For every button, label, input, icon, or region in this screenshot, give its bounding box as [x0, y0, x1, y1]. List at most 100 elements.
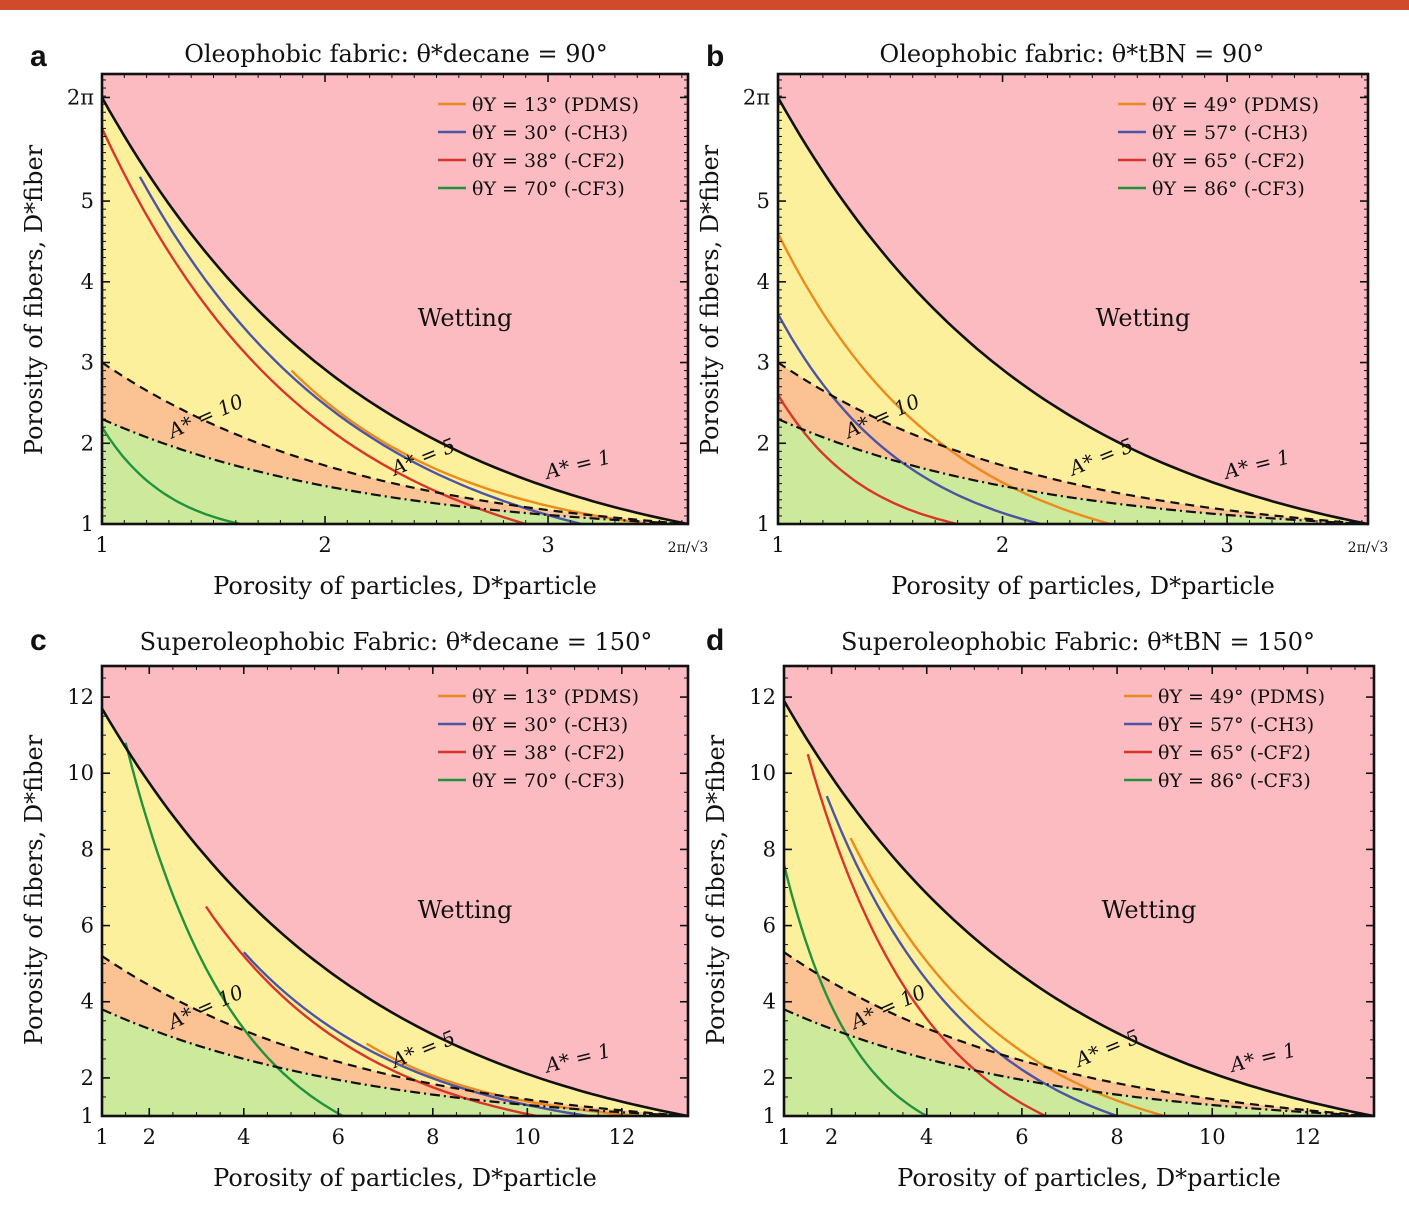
- y-tick-label: 2: [763, 1066, 776, 1090]
- boundary-dash-dot: [783, 1008, 1375, 1118]
- boundary-solid: [776, 96, 1369, 526]
- y-tick-label: 2: [81, 1066, 94, 1090]
- legend-entry: θY = 49° (PDMS): [1152, 94, 1319, 116]
- boundary-dash-dot: [101, 417, 689, 526]
- x-tick-label: 10: [1199, 1125, 1226, 1149]
- panel-letter: a: [30, 40, 47, 73]
- x-tick-label: 3: [1220, 533, 1233, 557]
- wetting-label: Wetting: [418, 304, 513, 332]
- x-tick-label: 2: [825, 1125, 838, 1149]
- y-tick-label: 2π: [67, 85, 94, 109]
- curve-ch3: [825, 795, 1118, 1118]
- x-tick-label: 1: [777, 1125, 790, 1149]
- y-tick-label: 8: [81, 837, 94, 861]
- y-axis-label: Porosity of fibers, D*fiber: [20, 144, 48, 455]
- legend-entry: θY = 86° (-CF3): [1152, 178, 1305, 200]
- legend-entry: θY = 86° (-CF3): [1158, 770, 1311, 792]
- plot-frame: [100, 72, 690, 526]
- x-tick-label: 6: [1015, 1125, 1028, 1149]
- panel-title: Superoleophobic Fabric: θ*decane = 150°: [140, 628, 653, 656]
- region-below-a10: [784, 1009, 1374, 1116]
- legend-entry: θY = 38° (-CF2): [472, 150, 625, 172]
- y-axis-label: Porosity of fibers, D*fiber: [696, 144, 724, 455]
- legend-entry: θY = 13° (PDMS): [472, 686, 639, 708]
- legend-entry: θY = 65° (-CF2): [1158, 742, 1311, 764]
- y-tick-label: 2: [81, 431, 94, 455]
- boundary-solid: [100, 707, 689, 1118]
- y-tick-label: 5: [757, 189, 770, 213]
- y-tick-label: 10: [749, 761, 776, 785]
- y-tick-label: 1: [81, 512, 94, 536]
- y-axis-label: Porosity of fibers, D*fiber: [702, 734, 730, 1045]
- plot-frame: [100, 664, 690, 1118]
- y-tick-label: 6: [763, 914, 776, 938]
- x-tick-label: 1: [95, 533, 108, 557]
- y-tick-label: 1: [757, 512, 770, 536]
- legend-entry: θY = 30° (-CH3): [472, 122, 628, 144]
- curve-cf2: [100, 127, 527, 526]
- x-tick-label: 4: [237, 1125, 250, 1149]
- legend-entry: θY = 70° (-CF3): [472, 770, 625, 792]
- y-tick-label: 6: [81, 914, 94, 938]
- y-tick-label: 4: [81, 990, 94, 1014]
- plot-frame: [776, 72, 1370, 526]
- x-tick-label: 6: [332, 1125, 345, 1149]
- panel-letter: b: [706, 40, 724, 73]
- y-tick-label: 10: [67, 761, 94, 785]
- y-tick-label: 4: [757, 270, 770, 294]
- curve-cf2: [205, 905, 538, 1118]
- region-a1-a5: [102, 708, 688, 1116]
- y-tick-label: 2π: [743, 85, 770, 109]
- legend-entry: θY = 13° (PDMS): [472, 94, 639, 116]
- x-axis-label: Porosity of particles, D*particle: [891, 572, 1275, 600]
- legend-entry: θY = 49° (PDMS): [1158, 686, 1325, 708]
- boundary-dash-dot: [101, 1008, 689, 1118]
- region-below-a10: [102, 419, 688, 524]
- region-a1-a5: [778, 97, 1368, 524]
- legend-entry: θY = 65° (-CF2): [1152, 150, 1305, 172]
- curve-ch3: [776, 313, 1041, 526]
- curve-ch3: [138, 176, 582, 526]
- region-a1-a5: [102, 97, 688, 524]
- panel-letter: d: [706, 624, 724, 657]
- x-tick-label: 2: [996, 533, 1009, 557]
- boundary-solid: [782, 700, 1375, 1118]
- legend-entry: θY = 70° (-CF3): [472, 178, 625, 200]
- x-tick-label: 2π/√3: [1348, 540, 1389, 556]
- boundary-dashed: [777, 361, 1369, 526]
- x-tick-label: 10: [514, 1125, 541, 1149]
- x-tick-label: 8: [426, 1125, 439, 1149]
- legend-entry: θY = 38° (-CF2): [472, 742, 625, 764]
- plot-frame: [782, 664, 1376, 1118]
- region-below-a10: [778, 419, 1368, 524]
- y-tick-label: 1: [763, 1104, 776, 1128]
- x-tick-label: 8: [1110, 1125, 1123, 1149]
- wetting-label: Wetting: [1096, 304, 1191, 332]
- boundary-solid: [100, 96, 689, 526]
- boundary-dashed: [101, 955, 689, 1118]
- x-tick-label: 12: [608, 1125, 635, 1149]
- x-tick-label: 12: [1294, 1125, 1321, 1149]
- x-tick-label: 2π/√3: [668, 540, 709, 556]
- legend-entry: θY = 30° (-CH3): [472, 714, 628, 736]
- boundary-dash-dot: [777, 417, 1369, 526]
- panel-title: Oleophobic fabric: θ*decane = 90°: [184, 40, 608, 68]
- y-tick-label: 1: [81, 1104, 94, 1128]
- y-tick-label: 4: [81, 270, 94, 294]
- legend-entry: θY = 57° (-CH3): [1152, 122, 1308, 144]
- curve-cf3: [124, 742, 344, 1118]
- y-tick-label: 12: [67, 685, 94, 709]
- panel-title: Superoleophobic Fabric: θ*tBN = 150°: [841, 628, 1315, 656]
- x-tick-label: 3: [541, 533, 554, 557]
- x-tick-label: 2: [318, 533, 331, 557]
- region-below-a10: [102, 1009, 688, 1116]
- region-a1-a5: [784, 700, 1374, 1116]
- curve-cf2: [776, 394, 958, 526]
- x-axis-label: Porosity of particles, D*particle: [897, 1164, 1281, 1192]
- curve-cf2: [806, 753, 1047, 1118]
- panel-letter: c: [30, 624, 47, 657]
- wetting-label: Wetting: [1102, 896, 1197, 924]
